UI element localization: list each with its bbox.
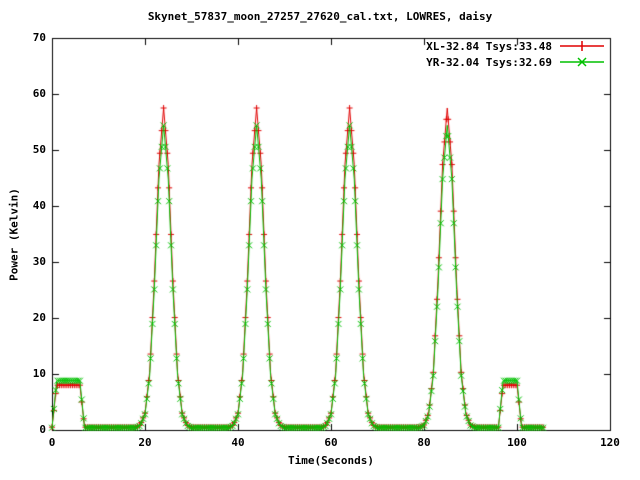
legend-label-yr: YR-32.04 Tsys:32.69 xyxy=(426,55,552,69)
y-tick-label: 0 xyxy=(39,423,46,436)
legend-entry-xl: XL-32.84 Tsys:33.48 xyxy=(426,38,604,54)
y-tick-label: 50 xyxy=(32,143,46,156)
y-tick-label: 60 xyxy=(32,87,46,100)
chart-title: Skynet_57837_moon_27257_27620_cal.txt, L… xyxy=(147,10,493,23)
y-tick-label: 30 xyxy=(32,255,46,268)
legend-entry-yr: YR-32.04 Tsys:32.69 xyxy=(426,54,604,70)
green-cross-marker-sample xyxy=(560,57,604,67)
y-axis-label: Power (Kelvin) xyxy=(7,188,21,281)
y-tick-label: 70 xyxy=(32,31,46,44)
y-tick-label: 10 xyxy=(32,367,46,380)
red-plus-marker-sample xyxy=(560,41,604,51)
x-tick-label: 60 xyxy=(324,436,338,449)
x-tick-label: 100 xyxy=(507,436,527,449)
y-tick-label: 20 xyxy=(32,311,46,324)
legend-label-xl: XL-32.84 Tsys:33.48 xyxy=(426,39,552,53)
x-tick-label: 20 xyxy=(138,436,152,449)
y-tick-label: 40 xyxy=(32,199,46,212)
x-tick-label: 40 xyxy=(231,436,245,449)
x-axis-label: Time(Seconds) xyxy=(287,454,375,467)
x-tick-label: 0 xyxy=(48,436,56,449)
x-tick-label: 80 xyxy=(417,436,431,449)
x-tick-label: 120 xyxy=(600,436,620,449)
legend: XL-32.84 Tsys:33.48 YR-32.04 Tsys:32.69 xyxy=(426,38,604,70)
